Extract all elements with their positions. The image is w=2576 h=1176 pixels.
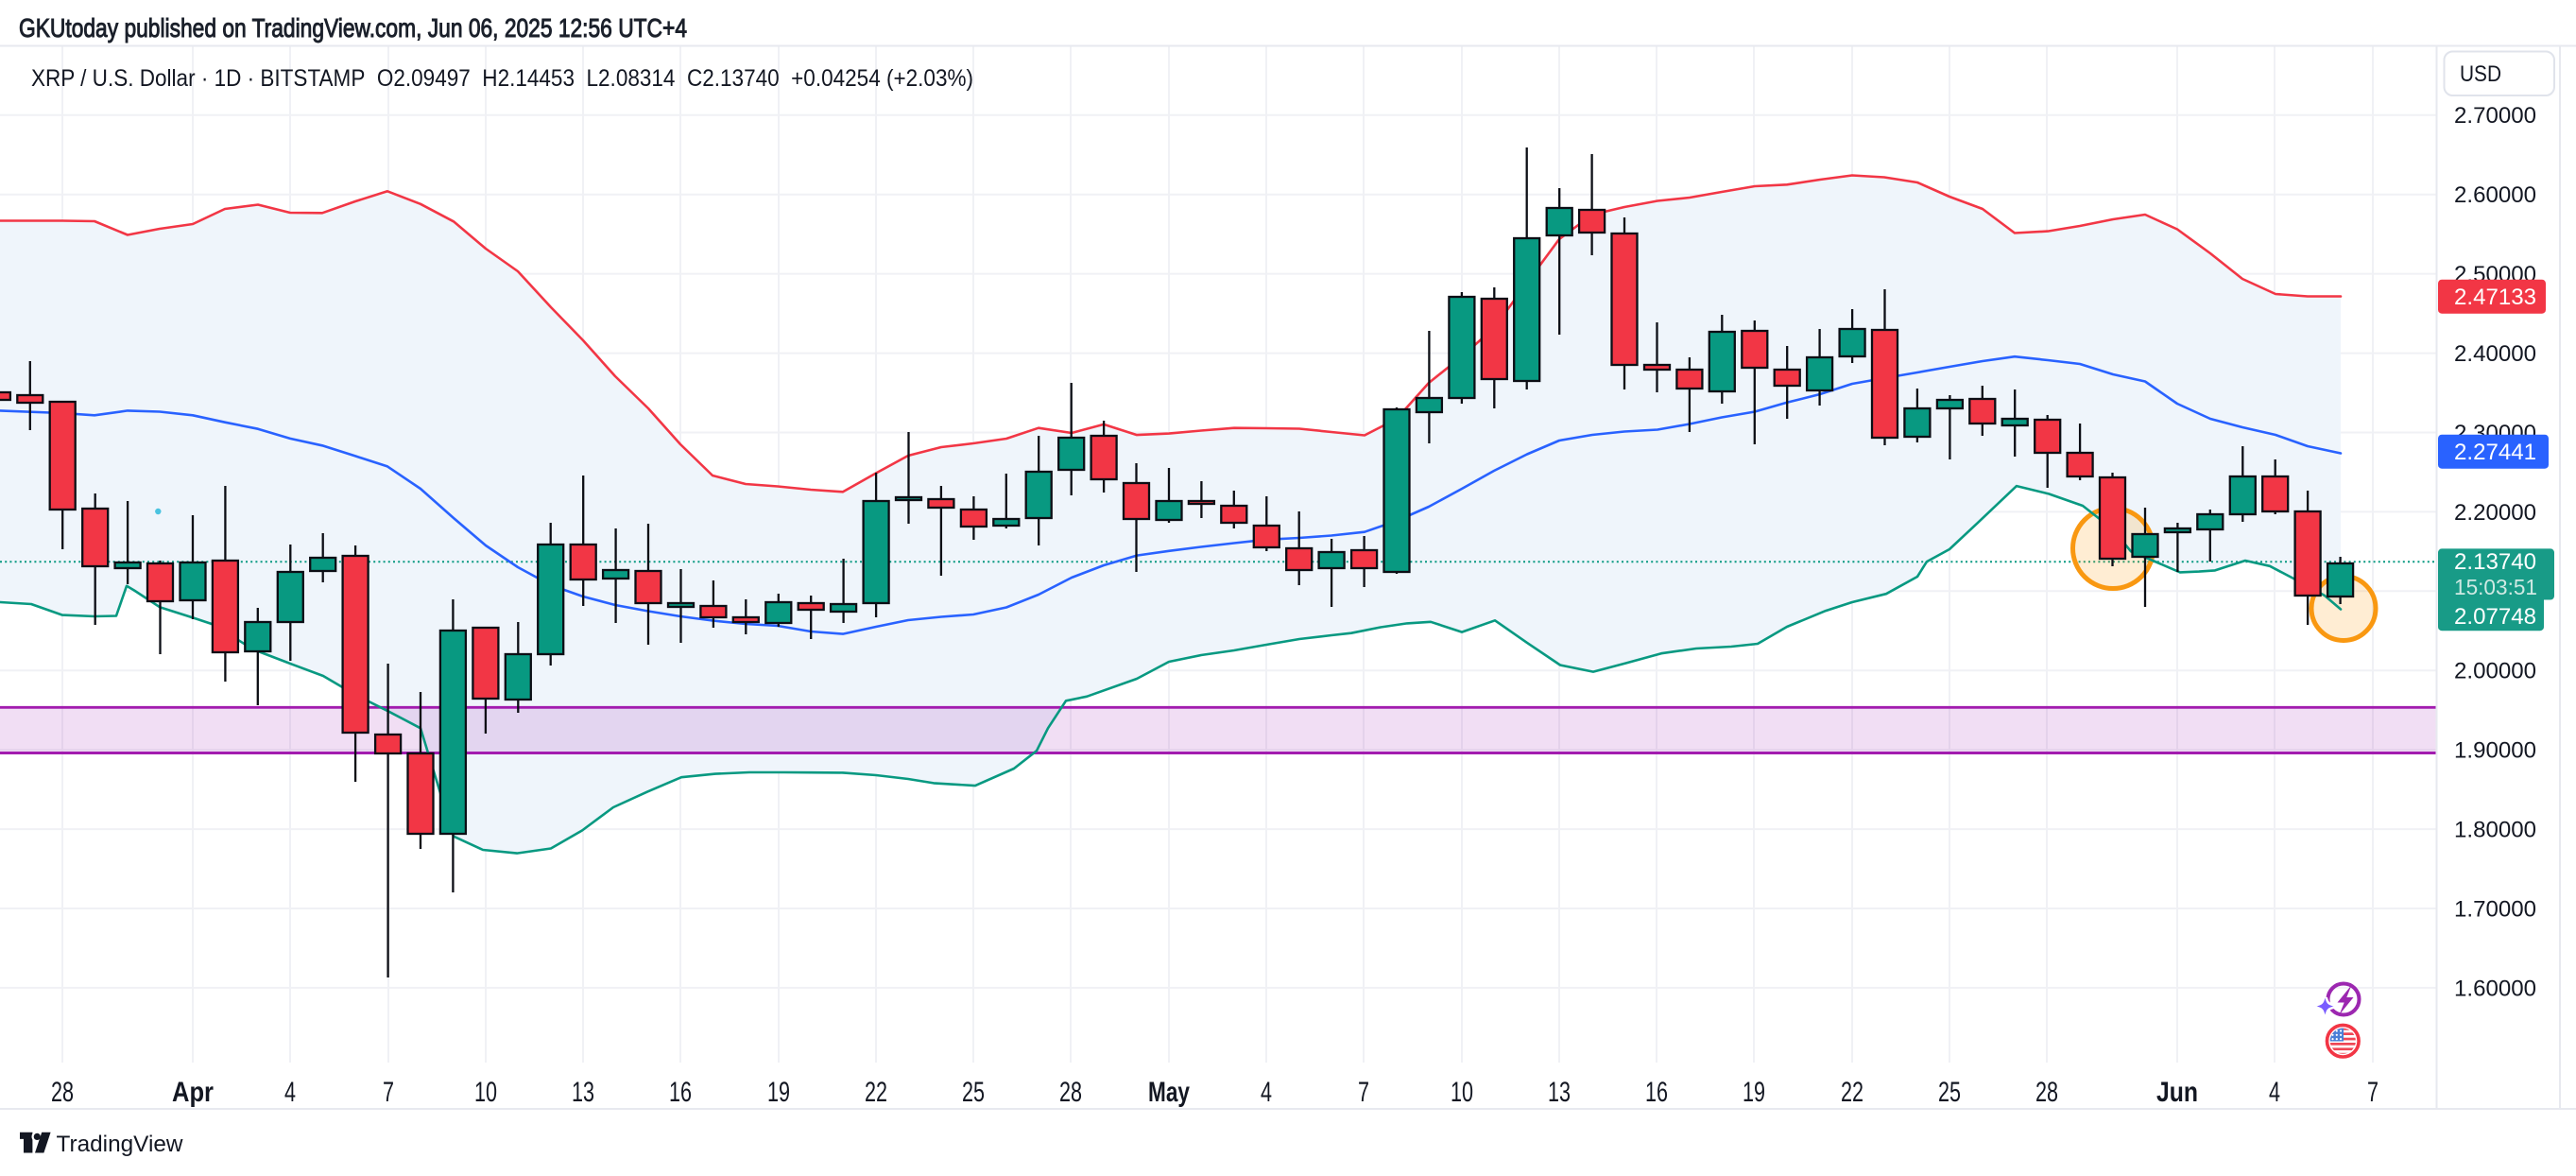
svg-text:1.90000: 1.90000 bbox=[2454, 738, 2536, 764]
svg-text:7: 7 bbox=[383, 1077, 394, 1108]
svg-text:13: 13 bbox=[572, 1077, 594, 1108]
svg-text:TradingView: TradingView bbox=[57, 1132, 184, 1157]
svg-text:28: 28 bbox=[1059, 1077, 1082, 1108]
svg-text:GKUtoday published on TradingV: GKUtoday published on TradingView.com, J… bbox=[19, 13, 687, 43]
svg-text:1.80000: 1.80000 bbox=[2454, 818, 2536, 843]
svg-text:1.60000: 1.60000 bbox=[2454, 976, 2536, 1001]
svg-text:16: 16 bbox=[669, 1077, 692, 1108]
svg-text:10: 10 bbox=[1451, 1077, 1473, 1108]
svg-text:2.70000: 2.70000 bbox=[2454, 103, 2536, 129]
svg-text:22: 22 bbox=[1841, 1077, 1863, 1108]
svg-text:1.70000: 1.70000 bbox=[2454, 896, 2536, 922]
svg-text:2.00000: 2.00000 bbox=[2454, 659, 2536, 684]
svg-text:May: May bbox=[1148, 1077, 1190, 1108]
svg-text:25: 25 bbox=[962, 1077, 985, 1108]
svg-text:19: 19 bbox=[767, 1077, 790, 1108]
svg-text:22: 22 bbox=[865, 1077, 887, 1108]
svg-text:28: 28 bbox=[51, 1077, 74, 1108]
svg-text:10: 10 bbox=[474, 1077, 497, 1108]
svg-text:USD: USD bbox=[2460, 61, 2501, 87]
svg-text:XRP / U.S. Dollar · 1D · BITST: XRP / U.S. Dollar · 1D · BITSTAMP O2.094… bbox=[31, 65, 973, 92]
svg-text:2.27441: 2.27441 bbox=[2454, 440, 2536, 465]
svg-text:2.07748: 2.07748 bbox=[2454, 604, 2536, 630]
svg-text:Apr: Apr bbox=[172, 1077, 214, 1108]
svg-text:19: 19 bbox=[1743, 1077, 1765, 1108]
svg-text:2.13740: 2.13740 bbox=[2454, 549, 2536, 575]
svg-text:Jun: Jun bbox=[2156, 1077, 2198, 1108]
svg-text:4: 4 bbox=[2269, 1077, 2280, 1108]
svg-text:13: 13 bbox=[1548, 1077, 1571, 1108]
svg-text:15:03:51: 15:03:51 bbox=[2454, 575, 2537, 599]
svg-text:25: 25 bbox=[1938, 1077, 1961, 1108]
svg-text:2.40000: 2.40000 bbox=[2454, 341, 2536, 367]
svg-text:7: 7 bbox=[1358, 1077, 1369, 1108]
svg-text:4: 4 bbox=[1261, 1077, 1272, 1108]
svg-text:28: 28 bbox=[2035, 1077, 2058, 1108]
svg-text:2.60000: 2.60000 bbox=[2454, 182, 2536, 208]
svg-text:2.20000: 2.20000 bbox=[2454, 500, 2536, 526]
svg-text:7: 7 bbox=[2367, 1077, 2379, 1108]
svg-text:2.47133: 2.47133 bbox=[2454, 285, 2536, 310]
svg-text:16: 16 bbox=[1645, 1077, 1668, 1108]
svg-text:4: 4 bbox=[284, 1077, 296, 1108]
